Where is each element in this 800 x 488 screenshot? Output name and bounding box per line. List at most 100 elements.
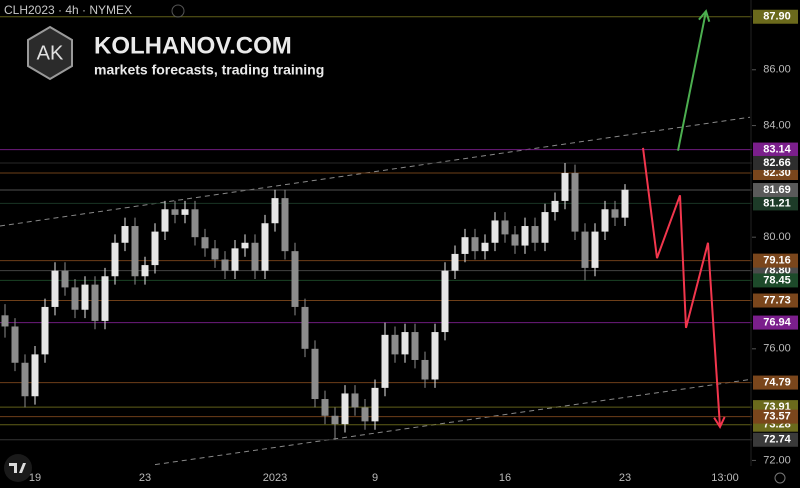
candle-body bbox=[71, 287, 79, 310]
x-tick-label: 19 bbox=[29, 472, 41, 484]
level-label-box bbox=[753, 409, 798, 424]
candle-body bbox=[111, 242, 119, 277]
level-label-box bbox=[753, 196, 798, 211]
candle-body bbox=[531, 226, 539, 243]
candle-body bbox=[401, 332, 409, 355]
candle-body bbox=[211, 248, 219, 260]
candle-body bbox=[191, 209, 199, 238]
candle-body bbox=[171, 209, 179, 215]
tv-logo-badge bbox=[4, 454, 32, 482]
candle-body bbox=[471, 237, 479, 252]
level-label-box bbox=[753, 315, 798, 330]
level-label-box bbox=[753, 183, 798, 198]
candle-body bbox=[601, 209, 609, 232]
level-label: 72.74 bbox=[763, 434, 791, 446]
candle-body bbox=[621, 189, 629, 218]
candle-body bbox=[331, 415, 339, 425]
candle-body bbox=[1, 315, 9, 327]
candle-body bbox=[521, 226, 529, 246]
candle-body bbox=[241, 242, 249, 249]
candle-body bbox=[311, 348, 319, 400]
candle-body bbox=[151, 231, 159, 266]
candle-body bbox=[561, 173, 569, 201]
level-label-box bbox=[753, 142, 798, 157]
candle-body bbox=[431, 332, 439, 380]
arrow-head bbox=[698, 9, 711, 22]
candle-body bbox=[131, 226, 139, 277]
x-tick-label: 2023 bbox=[263, 472, 287, 484]
candle-body bbox=[161, 209, 169, 232]
y-tick-label: 80.00 bbox=[763, 231, 791, 243]
candle-body bbox=[281, 198, 289, 252]
level-label: 83.14 bbox=[763, 143, 791, 155]
candle-body bbox=[11, 326, 19, 363]
candle-body bbox=[41, 306, 49, 355]
projection-path bbox=[677, 10, 707, 151]
candle-body bbox=[611, 209, 619, 218]
logo-title: KOLHANOV.COM bbox=[94, 32, 292, 59]
candle-body bbox=[591, 231, 599, 268]
y-tick-label: 86.00 bbox=[763, 64, 791, 76]
level-label-box bbox=[753, 253, 798, 268]
candle-body bbox=[301, 306, 309, 349]
candle-body bbox=[91, 284, 99, 321]
logo-mark: AK bbox=[37, 42, 64, 64]
level-label-box bbox=[753, 155, 798, 170]
x-tick-label: 16 bbox=[499, 472, 511, 484]
level-label: 74.79 bbox=[763, 376, 791, 388]
level-label-box bbox=[753, 293, 798, 308]
level-label-box bbox=[753, 9, 798, 24]
tv-logo bbox=[4, 454, 32, 482]
candle-body bbox=[461, 237, 469, 254]
level-label: 77.73 bbox=[763, 294, 791, 306]
candle-body bbox=[271, 198, 279, 224]
level-label: 79.16 bbox=[763, 255, 791, 267]
tv-logo-mark bbox=[9, 463, 26, 473]
y-tick-label: 72.00 bbox=[763, 454, 791, 466]
logo-badge bbox=[27, 25, 73, 81]
x-tick-label: 13:00 bbox=[711, 472, 739, 484]
candle-body bbox=[231, 248, 239, 271]
candle-body bbox=[221, 259, 229, 271]
candle-body bbox=[251, 242, 259, 271]
candle-body bbox=[381, 334, 389, 388]
candle-body bbox=[51, 270, 59, 307]
logo: AK KOLHANOV.COM markets forecasts, tradi… bbox=[27, 25, 324, 81]
level-label: 81.21 bbox=[763, 197, 791, 209]
candle-body bbox=[101, 276, 109, 321]
trendline bbox=[0, 116, 751, 227]
candle-body bbox=[341, 393, 349, 425]
candle-body bbox=[61, 270, 69, 288]
candle-body bbox=[261, 223, 269, 271]
x-tick-label: 23 bbox=[139, 472, 151, 484]
level-label-box bbox=[753, 273, 798, 288]
candle-body bbox=[411, 332, 419, 360]
level-label-box bbox=[753, 375, 798, 390]
candle-body bbox=[371, 387, 379, 422]
y-tick-label: 76.00 bbox=[763, 343, 791, 355]
candle-body bbox=[121, 226, 129, 243]
candle-body bbox=[181, 209, 189, 215]
candle-body bbox=[421, 359, 429, 380]
projection-path bbox=[642, 147, 721, 427]
candle-body bbox=[501, 220, 509, 235]
candle-body bbox=[291, 251, 299, 307]
visibility-icon[interactable] bbox=[171, 4, 185, 18]
level-label: 81.69 bbox=[763, 184, 791, 196]
y-tick-label: 84.00 bbox=[763, 119, 791, 131]
settings-icon[interactable] bbox=[774, 472, 786, 484]
candle-body bbox=[441, 270, 449, 333]
candle-body bbox=[541, 212, 549, 243]
candle-body bbox=[81, 284, 89, 310]
candle-body bbox=[321, 399, 329, 416]
level-label: 78.45 bbox=[763, 274, 791, 286]
candle-body bbox=[581, 231, 589, 268]
level-label: 76.94 bbox=[763, 316, 791, 328]
trendline bbox=[154, 379, 751, 466]
plot bbox=[0, 9, 752, 466]
level-label: 73.57 bbox=[763, 411, 791, 423]
candle-body bbox=[571, 173, 579, 232]
candle-body bbox=[351, 393, 359, 408]
